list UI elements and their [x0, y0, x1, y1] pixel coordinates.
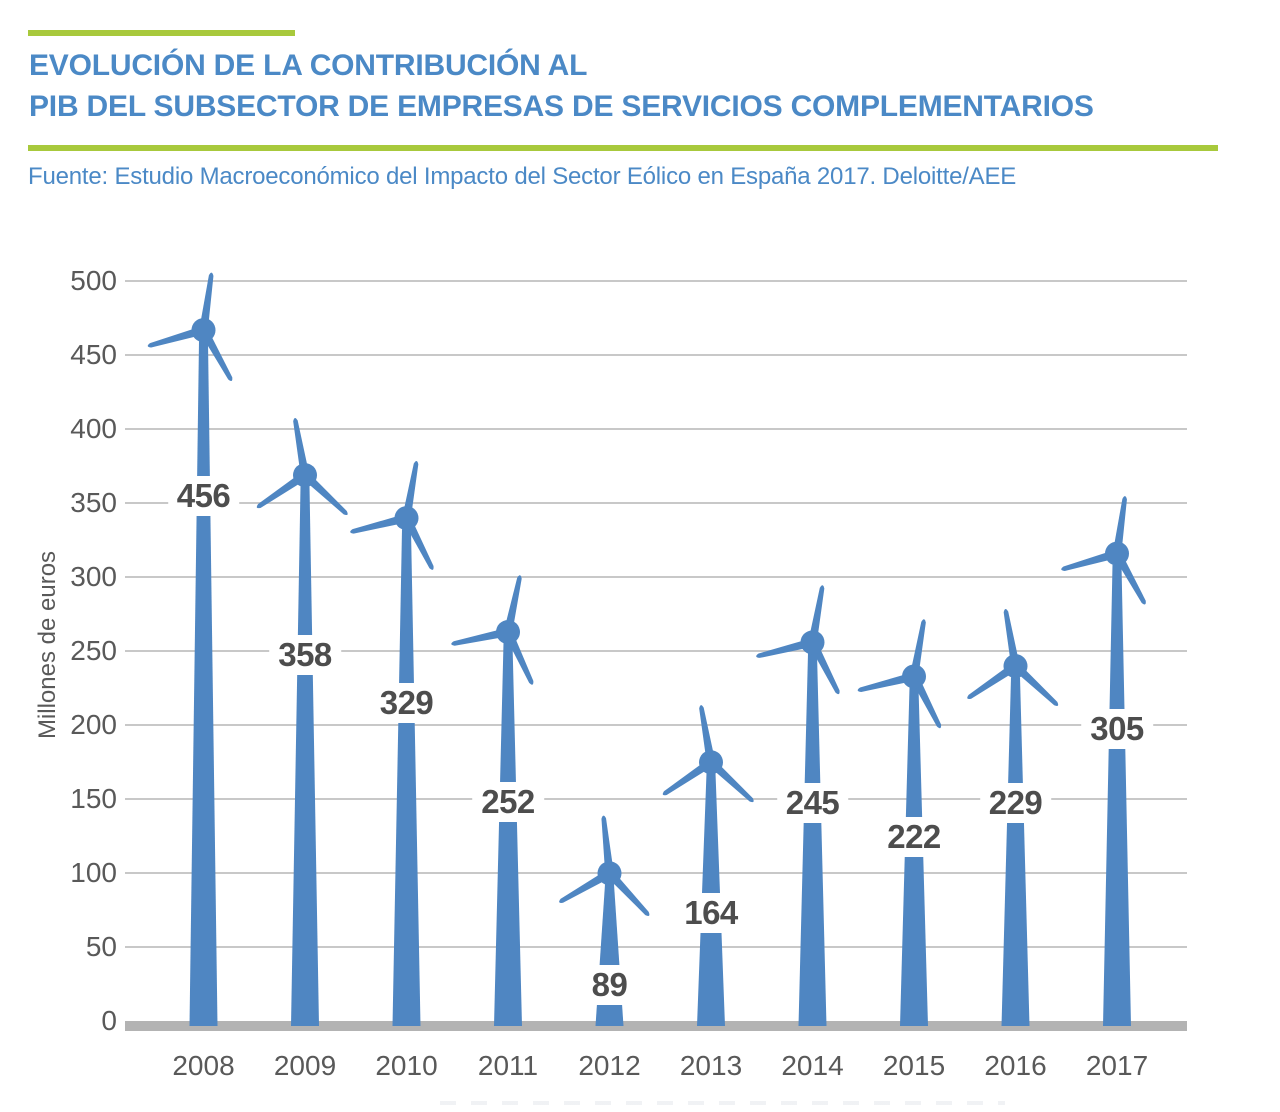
y-tick-label-500: 500 [70, 265, 117, 296]
turbine-hub [496, 620, 520, 645]
gridline-100 [125, 872, 1187, 874]
value-label-2016: 229 [979, 783, 1052, 824]
x-label-2015: 2015 [882, 1050, 946, 1081]
cropped-caption-hint [440, 1101, 1005, 1105]
page-title: EVOLUCIÓN DE LA CONTRIBUCIÓN AL PIB DEL … [29, 45, 1239, 127]
x-label-2013: 2013 [679, 1050, 743, 1081]
turbine-blade-2 [451, 629, 503, 646]
gridline-50 [125, 946, 1187, 948]
turbine-blade-2 [559, 872, 607, 903]
source-line: Fuente: Estudio Macroeconómico del Impac… [28, 163, 1017, 190]
page-title-line1: EVOLUCIÓN DE LA CONTRIBUCIÓN AL [29, 49, 588, 82]
turbine-blade-1 [610, 874, 650, 916]
y-tick-label-400: 400 [70, 413, 117, 444]
value-label-2014: 245 [776, 783, 849, 824]
turbine-blade-2 [967, 666, 1013, 700]
turbine-blade-0 [601, 815, 613, 868]
gridline-500 [125, 280, 1187, 282]
value-label-2017: 305 [1081, 709, 1153, 750]
value-label-2008: 456 [167, 475, 240, 516]
gridline-200 [125, 724, 1187, 726]
turbine-hub [1105, 541, 1129, 566]
value-label-2015: 222 [878, 817, 950, 858]
turbine-tower [494, 643, 522, 1026]
x-label-2009: 2009 [273, 1050, 337, 1081]
gridline-350 [125, 502, 1187, 504]
page-title-line2: PIB DEL SUBSECTOR DE EMPRESAS DE SERVICI… [29, 90, 1094, 123]
y-tick-label-300: 300 [70, 561, 117, 592]
gridline-450 [125, 354, 1187, 356]
y-tick-label-200: 200 [70, 709, 117, 740]
x-label-2017: 2017 [1085, 1050, 1149, 1081]
turbine-blade-0 [699, 705, 714, 758]
value-label-2011: 252 [472, 781, 544, 822]
gridline-300 [125, 576, 1187, 578]
turbine-hub [394, 506, 419, 531]
y-tick-label-50: 50 [85, 931, 117, 962]
x-label-2010: 2010 [375, 1050, 438, 1081]
turbine-blade-1 [506, 635, 534, 685]
y-tick-label-100: 100 [70, 857, 117, 888]
x-axis-baseline [125, 1021, 1187, 1031]
turbine-blade-1 [202, 333, 233, 381]
turbine-hub [902, 664, 926, 689]
turbine-hub [699, 750, 723, 775]
y-tick-label-150: 150 [70, 783, 117, 814]
turbine-blade-1 [913, 679, 942, 729]
x-label-2008: 2008 [172, 1050, 235, 1081]
value-label-2013: 164 [675, 892, 747, 933]
turbine-blade-2 [1061, 551, 1113, 571]
value-label-2009: 358 [269, 635, 341, 676]
turbine-blade-0 [1003, 608, 1019, 661]
turbine-blade-1 [405, 521, 434, 570]
turbine-blade-1 [306, 476, 348, 516]
turbine-blade-1 [811, 645, 840, 695]
x-label-2014: 2014 [781, 1050, 844, 1081]
turbine-blade-2 [350, 515, 402, 534]
turbine-blade-1 [1017, 667, 1059, 706]
turbine-hub [293, 463, 317, 488]
turbine-tower [1001, 677, 1030, 1026]
turbine-hub [191, 318, 216, 343]
gridline-150 [125, 798, 1187, 800]
turbine-blade-0 [293, 418, 308, 470]
x-label-2011: 2011 [477, 1050, 539, 1081]
turbine-blade-0 [809, 585, 825, 638]
turbine-tower [189, 341, 218, 1026]
turbine-blade-0 [505, 575, 522, 628]
turbine-blade-0 [403, 460, 419, 513]
gridline-250 [125, 650, 1187, 652]
header-accent-rule [28, 30, 295, 36]
turbine-blade-2 [857, 673, 910, 692]
gridline-400 [125, 428, 1187, 430]
turbine-2010 [350, 460, 434, 1026]
turbine-2013 [662, 705, 754, 1026]
value-label-2012: 89 [582, 965, 637, 1006]
y-axis-title: Millones de euros [34, 550, 61, 740]
title-underline-rule [28, 145, 1218, 151]
y-tick-label-350: 350 [70, 487, 117, 518]
x-label-2012: 2012 [578, 1050, 641, 1081]
turbine-blade-2 [147, 327, 199, 348]
y-tick-label-0: 0 [101, 1005, 117, 1036]
value-label-2010: 329 [370, 682, 443, 723]
turbine-tower [392, 529, 421, 1026]
y-tick-label-250: 250 [70, 635, 117, 666]
turbine-tower [1103, 564, 1131, 1026]
turbine-blade-1 [1116, 556, 1146, 605]
turbine-blade-0 [911, 619, 926, 672]
turbine-blade-2 [256, 475, 303, 509]
turbine-blade-2 [662, 762, 709, 796]
y-tick-label-450: 450 [70, 339, 117, 370]
turbine-tower [798, 653, 827, 1026]
turbine-hub [1003, 654, 1028, 679]
x-label-2016: 2016 [984, 1050, 1047, 1081]
turbine-2009 [256, 418, 348, 1026]
